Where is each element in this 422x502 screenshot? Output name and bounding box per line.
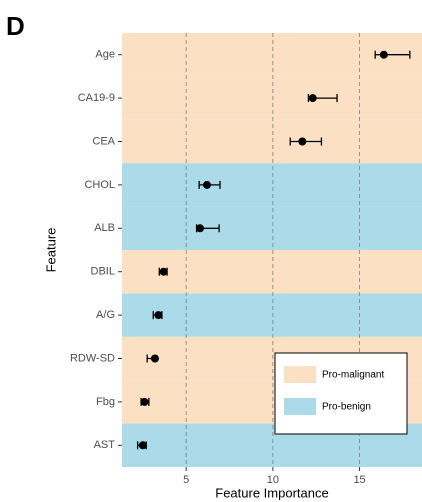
dot [298, 137, 307, 146]
group-band [122, 119, 422, 164]
y-tick-label: RDW-SD [70, 352, 115, 364]
y-tick-label: A/G [96, 309, 115, 321]
legend-label: Pro-benign [322, 402, 371, 413]
dot [308, 94, 317, 103]
y-tick-label: CHOL [84, 179, 115, 191]
dot [379, 50, 388, 59]
x-tick-label: 5 [183, 474, 189, 486]
legend-label: Pro-malignant [322, 370, 384, 381]
group-band [122, 163, 422, 207]
y-tick-label: DBIL [91, 266, 115, 278]
dot [202, 180, 211, 189]
x-tick-label: 10 [267, 474, 279, 486]
y-axis-title: Feature [43, 228, 58, 273]
x-tick-label: 15 [353, 474, 365, 486]
group-band [122, 33, 422, 77]
dot [159, 267, 168, 276]
y-tick-label: ALB [94, 222, 115, 234]
dot [138, 441, 147, 450]
x-axis-title: Feature Importance [215, 485, 328, 500]
y-tick-label: CEA [92, 135, 115, 147]
y-tick-label: AST [94, 439, 116, 451]
group-band [122, 76, 422, 120]
panel-label: D [6, 11, 25, 41]
legend-swatch [284, 366, 316, 383]
group-band [122, 206, 422, 250]
group-band [122, 293, 422, 337]
y-tick-label: Fbg [96, 396, 115, 408]
dot [154, 311, 163, 320]
legend-box [274, 352, 408, 435]
y-tick-label: CA19-9 [78, 92, 115, 104]
y-tick-label: Age [95, 49, 115, 61]
group-band [122, 250, 422, 294]
dot [140, 397, 149, 406]
dot [150, 354, 159, 363]
dot [196, 224, 205, 233]
legend-swatch [284, 398, 316, 415]
